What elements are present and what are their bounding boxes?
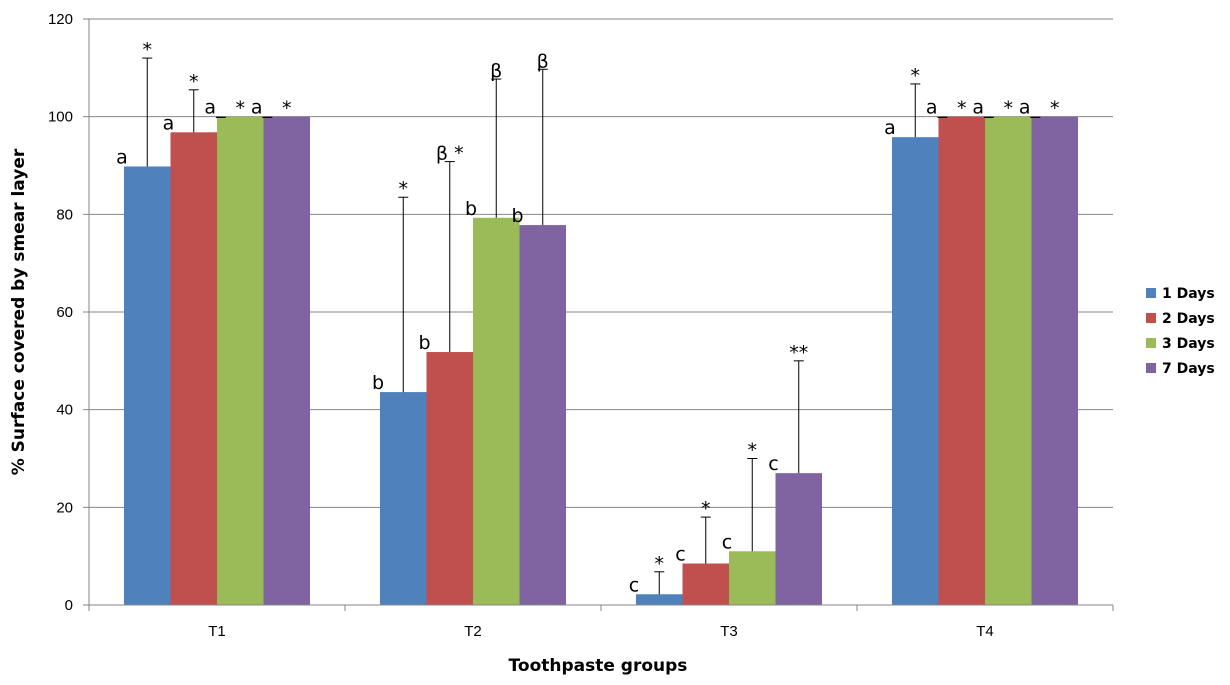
significance-mark: * — [236, 98, 246, 120]
axes — [83, 18, 1114, 611]
significance-mark: ** — [789, 342, 808, 364]
significance-letter: a_ — [972, 97, 994, 119]
significance-letter: a_ — [251, 97, 273, 119]
significance-letter: b — [511, 205, 523, 227]
significance-mark: β — [537, 50, 549, 72]
y-tick-label: 0 — [65, 597, 73, 614]
bar — [170, 132, 217, 605]
significance-mark: * — [1004, 98, 1014, 120]
tick-labels: 0 20 40 60 80 100 120 T1 T2 T3 T4 — [48, 11, 994, 640]
bar — [519, 225, 566, 605]
bar — [985, 116, 1032, 606]
legend-swatch — [1146, 338, 1156, 348]
x-tick-label: T4 — [976, 623, 994, 640]
significance-mark: β * — [436, 143, 464, 165]
bar — [426, 352, 473, 605]
y-tick-label: 40 — [56, 402, 73, 419]
bar — [729, 551, 776, 605]
error-bars — [142, 57, 921, 595]
bar — [124, 166, 171, 605]
significance-letter: a_ — [204, 97, 226, 119]
x-tick-label: T1 — [208, 623, 226, 640]
significance-mark: * — [655, 553, 665, 575]
legend-swatch — [1146, 288, 1156, 298]
bar — [636, 594, 683, 605]
legend-swatch — [1146, 363, 1156, 373]
x-tick-label: T3 — [720, 623, 738, 640]
significance-letter: a_ — [1019, 97, 1041, 119]
y-tick-label: 60 — [56, 304, 73, 321]
significance-mark: * — [282, 98, 292, 120]
legend: 1 Days 2 Days 3 Days 7 Days — [1146, 286, 1215, 377]
significance-mark: * — [1050, 98, 1060, 120]
significance-mark: * — [399, 178, 409, 200]
bar — [473, 217, 520, 606]
y-tick-label: 80 — [56, 206, 73, 223]
significance-mark: * — [143, 39, 153, 61]
y-tick-label: 100 — [48, 109, 73, 126]
y-tick-label: 20 — [56, 499, 73, 516]
significance-letter: a — [884, 117, 896, 139]
bars — [124, 116, 1078, 606]
significance-letter: c — [675, 543, 685, 565]
x-axis-title: Toothpaste groups — [509, 656, 688, 676]
bar — [1031, 116, 1078, 606]
bar — [380, 392, 427, 605]
significance-letter: c — [722, 531, 732, 553]
significance-mark: * — [189, 71, 199, 93]
significance-letter: a — [116, 146, 128, 168]
bar — [263, 116, 310, 606]
bar — [938, 116, 985, 606]
legend-label: 3 Days — [1162, 336, 1215, 352]
significance-mark: * — [748, 440, 758, 462]
legend-swatch — [1146, 313, 1156, 323]
bar — [892, 137, 939, 605]
legend-label: 2 Days — [1162, 311, 1215, 327]
legend-label: 7 Days — [1162, 361, 1215, 377]
significance-mark: * — [701, 498, 711, 520]
significance-letter: a_ — [926, 97, 948, 119]
significance-letter: b — [465, 198, 477, 220]
significance-letter: c — [768, 453, 778, 475]
bar — [775, 473, 822, 605]
bar — [217, 116, 264, 606]
x-tick-label: T2 — [464, 623, 482, 640]
significance-letter: a — [163, 112, 175, 134]
significance-mark: * — [911, 65, 921, 87]
significance-mark: * — [957, 98, 967, 120]
y-tick-label: 120 — [48, 11, 73, 28]
annotations: a*b*c*a*a*bβ *c*a_ *a_ *bβc*a_ *a_ *bβc**a_ * — [116, 39, 1059, 596]
bar — [682, 563, 729, 605]
significance-letter: b — [418, 332, 430, 354]
significance-letter: c — [629, 574, 639, 596]
y-axis-title: % Surface covered by smear layer — [9, 148, 29, 475]
significance-mark: β — [490, 60, 502, 82]
legend-label: 1 Days — [1162, 286, 1215, 302]
significance-letter: b — [372, 372, 384, 394]
